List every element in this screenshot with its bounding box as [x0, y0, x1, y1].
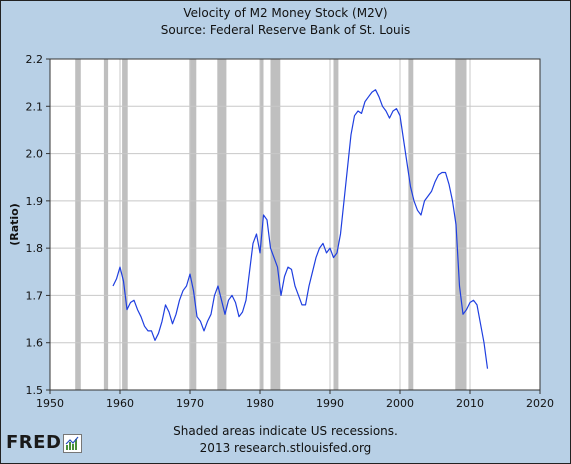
recession-band — [189, 59, 197, 390]
chart-subtitle: Source: Federal Reserve Bank of St. Loui… — [160, 23, 411, 37]
recession-band — [217, 59, 227, 390]
recession-band — [103, 59, 109, 390]
x-tick-label: 1970 — [176, 397, 204, 410]
x-tick-label: 2000 — [386, 397, 414, 410]
x-tick-label: 1980 — [246, 397, 274, 410]
x-tick-label: 1990 — [316, 397, 344, 410]
recession-band — [408, 59, 414, 390]
chart-title: Velocity of M2 Money Stock (M2V) — [183, 6, 388, 20]
recession-note: Shaded areas indicate US recessions. — [173, 424, 398, 438]
y-tick-label: 1.8 — [26, 242, 44, 255]
x-tick-label: 1950 — [36, 397, 64, 410]
y-tick-label: 1.5 — [26, 384, 44, 397]
x-tick-label: 2010 — [456, 397, 484, 410]
y-tick-label: 2.2 — [26, 53, 44, 66]
series-line — [112, 89, 489, 369]
chart-badge-icon — [63, 434, 82, 453]
y-axis-label: (Ratio) — [8, 203, 21, 246]
recession-band — [270, 59, 281, 390]
fred-logo[interactable]: FRED — [6, 432, 62, 453]
y-tick-label: 1.9 — [26, 195, 44, 208]
source-url: 2013 research.stlouisfed.org — [199, 441, 372, 455]
recession-band — [260, 59, 264, 390]
y-tick-label: 1.6 — [26, 337, 44, 350]
recession-band — [333, 59, 339, 390]
recession-band — [75, 59, 81, 390]
x-tick-label: 2020 — [526, 397, 554, 410]
y-tick-label: 2.0 — [26, 148, 44, 161]
recession-band — [122, 59, 128, 390]
y-tick-label: 1.7 — [26, 289, 44, 302]
recession-band — [455, 59, 467, 390]
x-tick-label: 1960 — [106, 397, 134, 410]
y-tick-label: 2.1 — [26, 100, 44, 113]
plot-border — [49, 58, 541, 391]
